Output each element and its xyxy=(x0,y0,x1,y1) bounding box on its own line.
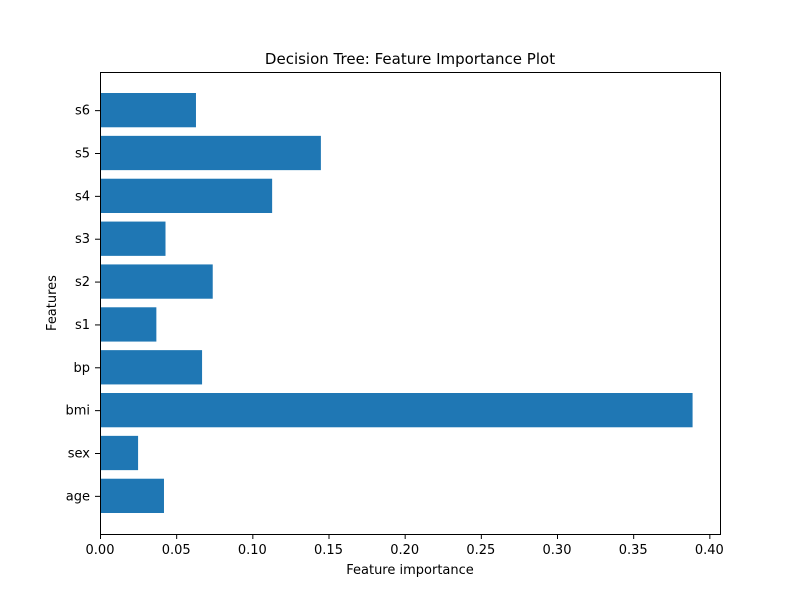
bar-age xyxy=(100,478,164,513)
y-tick-label: s6 xyxy=(75,104,90,119)
x-tick-label: 0.20 xyxy=(390,543,419,558)
x-tick-label: 0.40 xyxy=(695,543,724,558)
chart-title: Decision Tree: Feature Importance Plot xyxy=(265,50,555,68)
bar-bp xyxy=(100,350,203,385)
bar-s4 xyxy=(100,178,273,213)
y-tick-label: bp xyxy=(73,361,90,376)
x-tick-label: 0.00 xyxy=(86,543,115,558)
bar-s1 xyxy=(100,307,157,342)
y-axis-ticks: age sex bmi bp s1 s2 s3 s4 s5 s6 xyxy=(65,104,100,504)
x-tick-label: 0.35 xyxy=(619,543,648,558)
bar-s6 xyxy=(100,93,196,128)
bar-s2 xyxy=(100,264,213,299)
bar-s5 xyxy=(100,135,321,171)
x-axis-ticks: 0.00 0.05 0.10 0.15 0.20 0.25 0.30 0.35 0.40 xyxy=(86,534,724,558)
x-axis-label: Feature importance xyxy=(346,563,474,578)
y-tick-label: bmi xyxy=(65,404,90,419)
x-tick-label: 0.10 xyxy=(238,543,267,558)
bar-bmi xyxy=(100,393,693,428)
x-tick-label: 0.05 xyxy=(162,543,191,558)
y-axis-label: Features xyxy=(45,275,60,331)
x-tick-label: 0.25 xyxy=(466,543,495,558)
y-tick-label: s4 xyxy=(75,189,90,204)
x-tick-label: 0.15 xyxy=(314,543,343,558)
x-tick-label: 0.30 xyxy=(543,543,572,558)
y-tick-label: s1 xyxy=(75,318,90,333)
bar-sex xyxy=(100,435,139,471)
plot-frame xyxy=(100,72,721,535)
y-tick-label: sex xyxy=(68,447,91,462)
bars-group xyxy=(100,93,693,513)
y-tick-label: s3 xyxy=(75,232,90,247)
y-tick-label: age xyxy=(66,489,90,504)
y-tick-label: s2 xyxy=(75,275,90,290)
y-tick-label: s5 xyxy=(75,147,90,162)
bar-s3 xyxy=(100,221,166,256)
